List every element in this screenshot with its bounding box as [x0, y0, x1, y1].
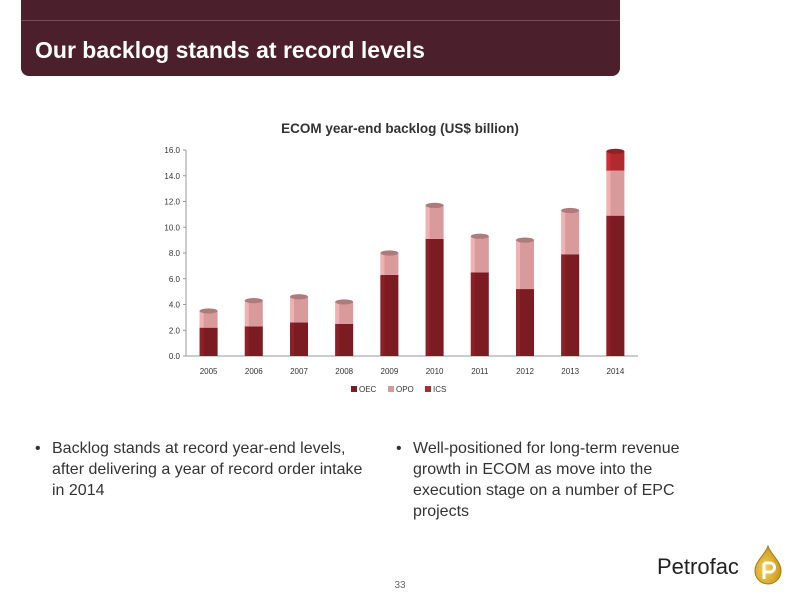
bar-highlight: [561, 254, 566, 356]
x-tick-label: 2007: [290, 367, 308, 376]
bar-oec-2013: [561, 254, 580, 356]
bar-cap-2008: [335, 299, 354, 305]
bar-opo-2008: [335, 301, 354, 324]
bar-opo-2014: [606, 170, 625, 216]
bar-highlight: [244, 326, 249, 356]
bar-opo-2009: [380, 253, 399, 275]
legend-swatch-ics: [425, 386, 431, 392]
banner-divider: [21, 20, 620, 21]
bar-cap-2010: [425, 202, 444, 208]
bar-oec-2009: [380, 274, 399, 356]
bar-opo-2006: [244, 300, 263, 327]
bar-opo-2007: [290, 296, 308, 323]
x-tick-label: 2011: [471, 367, 489, 376]
bar-highlight: [516, 240, 520, 290]
bar-oec-2014: [606, 215, 625, 356]
bar-opo-2011: [470, 236, 489, 273]
bullet-right-text: Well-positioned for long-term revenue gr…: [413, 440, 680, 520]
bar-highlight: [606, 151, 611, 171]
y-tick-label: 10.0: [164, 223, 180, 232]
legend-swatch-oec: [351, 386, 357, 392]
y-tick-label: 14.0: [164, 172, 180, 181]
y-tick-label: 2.0: [169, 326, 181, 335]
bar-highlight: [425, 205, 430, 239]
chart-title: ECOM year-end backlog (US$ billion): [281, 121, 519, 136]
bar-oec-2007: [290, 322, 308, 356]
bar-highlight: [199, 310, 204, 328]
x-tick-label: 2014: [607, 367, 625, 376]
bar-opo-2013: [561, 210, 580, 255]
bar-opo-2005: [199, 310, 218, 328]
legend-label-oec: OEC: [359, 385, 377, 394]
x-tick-label: 2010: [426, 367, 444, 376]
y-tick-label: 12.0: [164, 198, 180, 207]
drop-p-icon: [754, 545, 782, 585]
bar-highlight: [470, 236, 475, 273]
bar-cap-2007: [290, 294, 308, 300]
bar-cap-2013: [561, 207, 580, 214]
bar-cap-2012: [516, 237, 534, 243]
title-banner: Our backlog stands at record levels: [21, 0, 620, 76]
x-tick-label: 2013: [561, 367, 579, 376]
bar-cap-2009: [380, 250, 399, 256]
bar-oec-2006: [244, 326, 263, 356]
bar-highlight: [335, 301, 340, 324]
bar-highlight: [606, 170, 611, 216]
logo-wordmark: Petrofac: [657, 554, 739, 579]
bullet-left-text: Backlog stands at record year-end levels…: [52, 440, 363, 499]
bar-oec-2010: [425, 238, 444, 356]
bar-highlight: [561, 210, 566, 255]
bar-cap-2014: [606, 148, 625, 154]
bullet-marker: •: [396, 440, 402, 457]
bullet-marker: •: [35, 440, 41, 457]
bar-oec-2011: [470, 272, 489, 356]
bar-cap-2011: [470, 233, 489, 239]
bar-ics-2014: [606, 151, 625, 171]
x-tick-label: 2009: [381, 367, 399, 376]
legend-label-opo: OPO: [396, 385, 414, 394]
x-tick-label: 2005: [200, 367, 218, 376]
y-tick-label: 4.0: [169, 301, 181, 310]
company-logo: Petrofac: [655, 545, 785, 585]
bar-highlight: [290, 296, 294, 323]
bar-highlight: [244, 300, 249, 327]
bar-oec-2012: [516, 289, 534, 356]
bar-cap-2005: [199, 308, 218, 314]
y-tick-label: 6.0: [169, 275, 181, 284]
x-tick-label: 2012: [516, 367, 534, 376]
bar-highlight: [606, 215, 611, 356]
bar-highlight: [335, 323, 340, 356]
legend-swatch-opo: [388, 386, 394, 392]
bar-opo-2010: [425, 205, 444, 239]
bar-oec-2008: [335, 323, 354, 356]
legend-label-ics: ICS: [433, 385, 446, 394]
bar-highlight: [380, 253, 385, 275]
bar-highlight: [425, 238, 430, 356]
bar-highlight: [290, 322, 294, 356]
bar-opo-2012: [516, 240, 534, 290]
bar-highlight: [199, 327, 204, 356]
y-tick-label: 0.0: [169, 352, 181, 361]
bar-highlight: [380, 274, 385, 356]
y-tick-label: 16.0: [164, 146, 180, 155]
slide-title: Our backlog stands at record levels: [35, 37, 425, 63]
bar-highlight: [516, 289, 520, 356]
x-tick-label: 2008: [335, 367, 353, 376]
page-number: 33: [394, 580, 406, 591]
x-tick-label: 2006: [245, 367, 263, 376]
bar-highlight: [470, 272, 475, 356]
bar-cap-2006: [244, 298, 263, 304]
y-tick-label: 8.0: [169, 249, 181, 258]
bar-oec-2005: [199, 327, 218, 356]
